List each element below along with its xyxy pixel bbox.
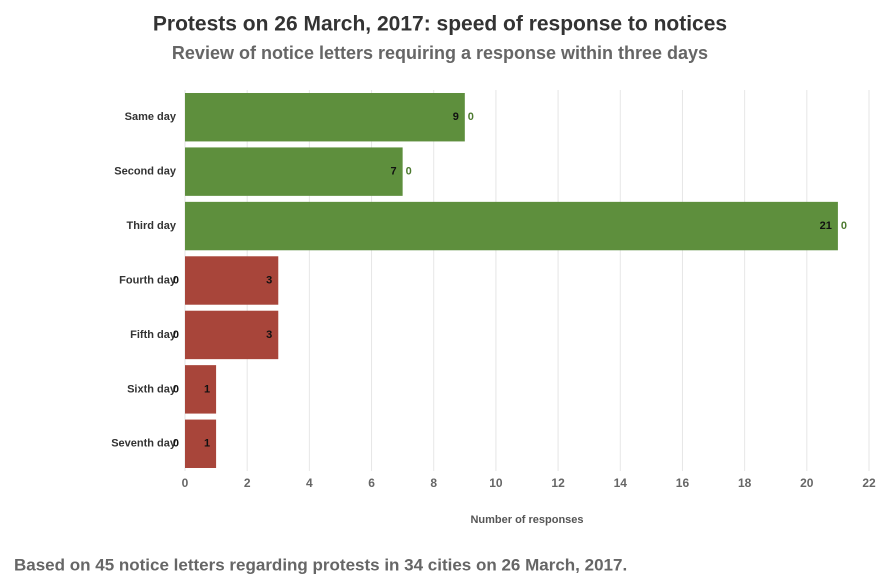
data-label: 7 — [391, 166, 397, 178]
y-tick-label: Seventh day — [111, 438, 177, 450]
chart-title: Protests on 26 March, 2017: speed of res… — [153, 13, 727, 36]
data-label: 9 — [453, 111, 459, 123]
y-tick-label: Fifth day — [130, 329, 177, 341]
x-tick-label: 22 — [862, 476, 876, 490]
x-tick-label: 18 — [738, 476, 752, 490]
y-tick-label: Same day — [125, 111, 177, 123]
y-tick-label: Sixth day — [127, 383, 177, 395]
x-tick-label: 12 — [551, 476, 565, 490]
y-tick-label: Fourth day — [119, 274, 177, 286]
data-label: 0 — [173, 329, 179, 341]
x-tick-label: 20 — [800, 476, 814, 490]
x-tick-label: 8 — [430, 476, 437, 490]
data-label: 1 — [204, 438, 210, 450]
data-label: 0 — [173, 274, 179, 286]
chart-subtitle: Review of notice letters requiring a res… — [172, 43, 708, 63]
y-tick-label: Second day — [114, 166, 177, 178]
data-label: 0 — [173, 383, 179, 395]
bar — [185, 256, 279, 305]
bar — [185, 147, 403, 196]
x-axis-title: Number of responses — [470, 514, 583, 526]
bar — [185, 419, 217, 468]
x-tick-label: 10 — [489, 476, 503, 490]
bar — [185, 93, 465, 142]
data-label: 1 — [204, 383, 210, 395]
data-label: 21 — [820, 220, 832, 232]
x-tick-label: 14 — [614, 476, 628, 490]
x-tick-label: 0 — [182, 476, 189, 490]
data-label: 0 — [406, 166, 412, 178]
bar — [185, 365, 217, 414]
data-label: 3 — [266, 274, 272, 286]
data-label: 0 — [468, 111, 474, 123]
x-tick-label: 16 — [676, 476, 690, 490]
y-tick-label: Third day — [126, 220, 176, 232]
bar — [185, 201, 838, 251]
x-tick-label: 2 — [244, 476, 251, 490]
data-label: 0 — [841, 220, 847, 232]
footnote: Based on 45 notice letters regarding pro… — [14, 555, 627, 574]
data-label: 3 — [266, 329, 272, 341]
data-label: 0 — [173, 438, 179, 450]
bar — [185, 310, 279, 360]
x-tick-label: 6 — [368, 476, 375, 490]
x-tick-label: 4 — [306, 476, 313, 490]
